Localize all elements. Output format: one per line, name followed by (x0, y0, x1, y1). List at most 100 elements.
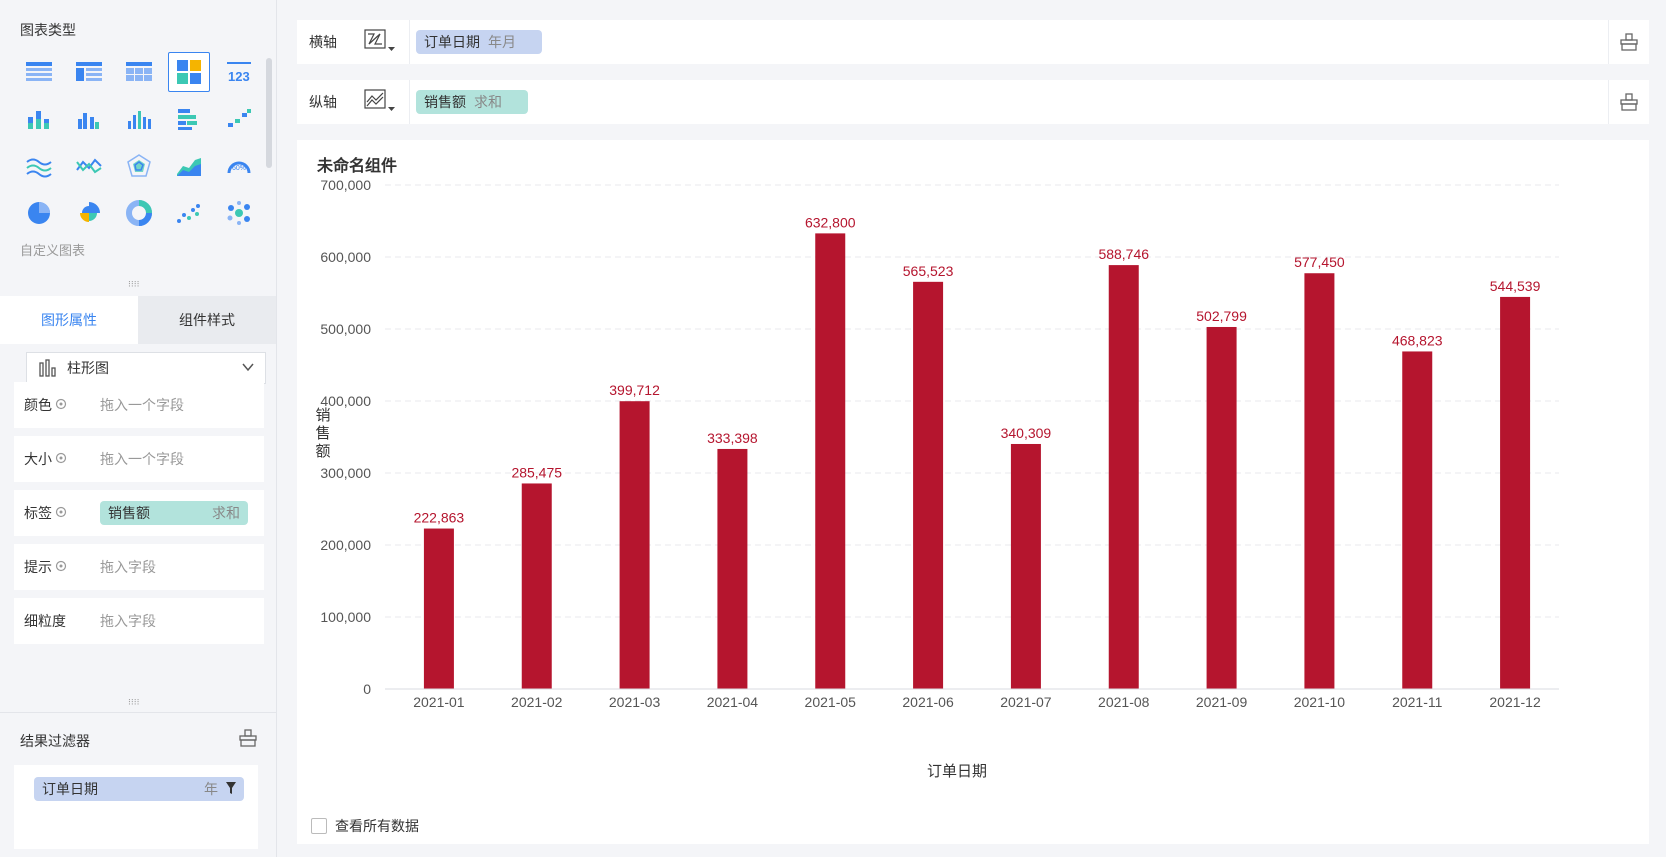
x-tick-label: 2021-05 (805, 694, 857, 710)
x-field-name: 订单日期 (424, 34, 480, 50)
gear-icon[interactable] (55, 559, 67, 575)
prop-color[interactable]: 颜色 拖入一个字段 (14, 382, 264, 428)
y-axis-label: 纵轴 (309, 94, 337, 110)
clear-y-axis-icon[interactable] (1608, 80, 1649, 124)
bar (717, 448, 748, 689)
chart-title: 未命名组件 (317, 158, 398, 175)
bar (913, 281, 944, 689)
filter-icon[interactable] (226, 781, 236, 797)
prop-tooltip-label: 提示 (24, 559, 52, 575)
y-tick-label: 400,000 (320, 393, 371, 409)
gear-icon[interactable] (55, 451, 67, 467)
value-label: 285,475 (511, 464, 562, 480)
x-axis-title: 订单日期 (927, 763, 987, 780)
resize-handle-bottom[interactable]: ⁝⁝⁝⁝ (128, 697, 140, 707)
filter-field-pill[interactable]: 订单日期 年 (34, 777, 244, 801)
pie-chart-icon[interactable] (18, 193, 60, 233)
table-icon[interactable] (18, 52, 60, 92)
view-all-data-row[interactable]: 查看所有数据 (311, 816, 419, 836)
main-area: 横轴 订单日期 年月 纵轴 销售额 求和 未命名组件 0 100,000 200,0… (297, 0, 1666, 857)
divider (0, 712, 276, 713)
scatter-icon[interactable] (168, 193, 210, 233)
bar (1108, 265, 1139, 689)
value-labels: 222,863 285,475 399,712 333,398 632,800 565,5… (414, 214, 1541, 525)
bar-chart-icon[interactable] (118, 99, 160, 139)
chart-type-scrollbar[interactable] (266, 58, 272, 168)
bar (619, 401, 650, 689)
x-axis-label: 横轴 (309, 34, 337, 50)
detail-table-icon[interactable] (118, 52, 160, 92)
x-axis-bar: 横轴 订单日期 年月 (297, 20, 1649, 64)
prop-color-label: 颜色 (24, 397, 52, 413)
x-field-sub[interactable]: 年月 (488, 34, 516, 50)
prop-granularity[interactable]: 细粒度 拖入字段 (14, 598, 264, 644)
property-tabs: 图形属性 组件样式 (0, 296, 276, 344)
clear-filter-icon[interactable] (238, 728, 258, 753)
value-label: 340,309 (1001, 425, 1052, 441)
x-tick-labels: 2021-01 2021-02 2021-03 2021-04 2021-05 2021-… (413, 694, 1541, 710)
value-label: 565,523 (903, 263, 954, 279)
number-card-icon[interactable]: 123 (218, 52, 260, 92)
value-label: 222,863 (414, 510, 465, 526)
x-tick-label: 2021-02 (511, 694, 563, 710)
label-field-name: 销售额 (108, 505, 150, 521)
y-field-sub[interactable]: 求和 (474, 94, 502, 110)
bars (423, 233, 1531, 689)
prop-granularity-label: 细粒度 (24, 613, 66, 629)
x-tick-label: 2021-09 (1196, 694, 1248, 710)
x-tick-label: 2021-10 (1294, 694, 1346, 710)
bar (521, 483, 552, 689)
bar (1206, 326, 1237, 689)
clear-x-axis-icon[interactable] (1608, 20, 1649, 64)
svg-text:123: 123 (228, 69, 250, 84)
x-field-pill[interactable]: 订单日期 年月 (416, 30, 542, 54)
prop-label-label: 标签 (24, 505, 52, 521)
tab-component-style[interactable]: 组件样式 (138, 296, 276, 344)
y-axis-chart-icon (362, 86, 396, 119)
value-label: 333,398 (707, 430, 758, 446)
custom-chart-link[interactable]: 自定义图表 (20, 243, 86, 258)
y-field-pill[interactable]: 销售额 求和 (416, 90, 528, 114)
shape-select[interactable]: 柱形图 (26, 352, 266, 384)
label-field-pill[interactable]: 销售额 求和 (100, 501, 248, 525)
prop-size[interactable]: 大小 拖入一个字段 (14, 436, 264, 482)
prop-label[interactable]: 标签 销售额 求和 (14, 490, 264, 536)
chevron-down-icon (241, 360, 255, 377)
value-label: 632,800 (805, 214, 856, 230)
y-axis-type-selector[interactable] (349, 80, 410, 124)
value-label: 577,450 (1294, 254, 1345, 270)
view-all-data-label: 查看所有数据 (335, 818, 419, 834)
area-chart-icon[interactable] (168, 146, 210, 186)
horizontal-bar-icon[interactable] (168, 99, 210, 139)
line-chart-icon[interactable] (68, 146, 110, 186)
x-axis-type-selector[interactable] (349, 20, 410, 64)
cross-table-icon[interactable] (68, 52, 110, 92)
gear-icon[interactable] (55, 397, 67, 413)
x-axis-chart-icon (362, 26, 396, 59)
gauge-icon[interactable]: 60% (218, 146, 260, 186)
tab-graph-props[interactable]: 图形属性 (0, 296, 138, 344)
x-tick-label: 2021-04 (707, 694, 759, 710)
bar-chart: 0 100,000 200,000 300,000 400,000 500,000 600,… (315, 177, 1559, 780)
bubble-icon[interactable] (218, 193, 260, 233)
custom-chart-icon[interactable] (168, 52, 210, 92)
multi-line-icon[interactable] (18, 146, 60, 186)
donut-icon[interactable] (118, 193, 160, 233)
waterfall-icon[interactable] (218, 99, 260, 139)
x-tick-label: 2021-01 (413, 694, 465, 710)
prop-tooltip[interactable]: 提示 拖入字段 (14, 544, 264, 590)
stacked-bar-icon[interactable] (18, 99, 60, 139)
chart-type-grid: 123 60% (18, 52, 258, 240)
shape-select-value: 柱形图 (67, 360, 109, 376)
filter-field-sub[interactable]: 年 (204, 781, 218, 797)
view-all-data-checkbox[interactable] (311, 818, 327, 834)
chart-panel: 未命名组件 0 100,000 200,000 300,000 400,000 500,0… (297, 140, 1649, 844)
radar-icon[interactable] (118, 146, 160, 186)
grouped-bar-icon[interactable] (68, 99, 110, 139)
resize-handle-top[interactable]: ⁝⁝⁝⁝ (128, 279, 140, 289)
rose-pie-icon[interactable] (68, 193, 110, 233)
y-field-name: 销售额 (424, 94, 466, 110)
gear-icon[interactable] (55, 505, 67, 521)
prop-size-placeholder: 拖入一个字段 (100, 451, 184, 467)
label-field-agg[interactable]: 求和 (212, 505, 240, 521)
